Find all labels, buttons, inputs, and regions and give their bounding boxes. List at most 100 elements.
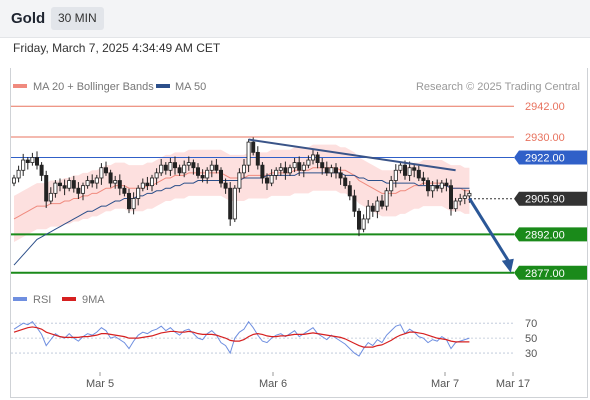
candle-body [159,164,164,174]
candle-body [117,180,122,189]
candle [39,162,44,182]
candle [301,162,306,178]
ma50-line [13,172,470,266]
candle-body [453,200,458,210]
candle-body [352,195,357,212]
candle-body [39,164,44,176]
candle-body [108,172,113,184]
candle-body [379,200,384,207]
candle [76,182,81,199]
candle-body [11,177,16,184]
credit-text: Research © 2025 Trading Central [416,81,580,93]
candle-body [85,180,90,187]
candle-body [131,198,136,210]
candle [398,162,403,174]
candle [338,166,343,185]
candle-body [168,162,173,171]
candle-body [301,164,306,171]
candle [195,163,200,179]
candle-body [90,180,95,184]
level-label-text: 2877.00 [525,268,565,280]
candle-body [140,182,145,189]
candle-body [425,180,430,192]
candle-body [25,159,30,164]
candle [361,214,366,233]
candle [85,175,90,189]
level-label-bg [514,265,587,280]
candle-body [218,169,223,184]
candle-body [389,180,394,192]
candle-body [104,167,109,174]
candle [223,178,228,194]
candle-body [430,185,435,192]
candle-body [407,167,412,176]
candle [246,139,251,173]
candle [35,151,40,170]
interval-button[interactable]: 30 MIN [51,7,104,30]
candle-body [94,177,99,184]
candle-body [467,192,472,197]
candle-body [347,185,352,197]
level-label-2942.00: 2942.00 [517,99,587,114]
candle-body [232,187,237,220]
candle-body [154,172,159,179]
chart-header-bar: Gold 30 MIN [0,0,590,38]
candle-body [195,167,200,176]
level-label-2892.00: 2892.00 [514,227,587,242]
candle-body [287,167,292,174]
level-label-bg [517,99,587,114]
candle [99,163,104,185]
candle-body [127,192,132,210]
x-tick-label: Mar 7 [431,378,459,390]
candle-body [370,205,375,212]
level-label-bg [517,129,587,144]
level-label-2930.00: 2930.00 [517,129,587,144]
candle [292,157,297,173]
candle [416,165,421,182]
candle [430,181,435,198]
level-label-text: 2905.90 [525,194,565,206]
level-label-text: 2942.00 [525,101,565,113]
candle [90,174,95,188]
candle-body [439,182,444,189]
candle [122,185,127,197]
candle-body [278,167,283,171]
candle [260,162,265,184]
level-label-text: 2922.00 [525,152,565,164]
candle [108,169,113,188]
candle-body [402,164,407,176]
rsi-tick-50: 50 [525,333,537,345]
candle-body [214,164,219,171]
candle [186,156,191,171]
candle [205,167,210,184]
candle [145,176,150,191]
candle [407,161,412,182]
candle [278,163,283,176]
candle-body [274,169,279,176]
candle-body [58,182,63,187]
candle [274,167,279,180]
candle [237,168,242,193]
ma20-legend-label: MA 20 + Bollinger Bands [33,81,154,93]
candle-body [163,164,168,171]
candle-body [310,154,315,161]
candle-body [366,205,371,220]
x-tick-label: Mar 6 [259,378,287,390]
ma50-legend-label: MA 50 [175,81,206,93]
candle-body [172,162,177,169]
candle [81,182,86,201]
candle [297,156,302,176]
candle [117,174,122,196]
candle-body [182,164,187,174]
level-label-bg [514,191,587,206]
candle [182,160,187,178]
resistance-trendline [248,138,456,172]
candle [370,203,375,217]
level-label-2905.90: 2905.90 [514,191,587,206]
candle [140,178,145,192]
candle-body [21,159,26,171]
candle-body [458,198,463,202]
candle [104,161,109,176]
candle-body [255,151,260,166]
